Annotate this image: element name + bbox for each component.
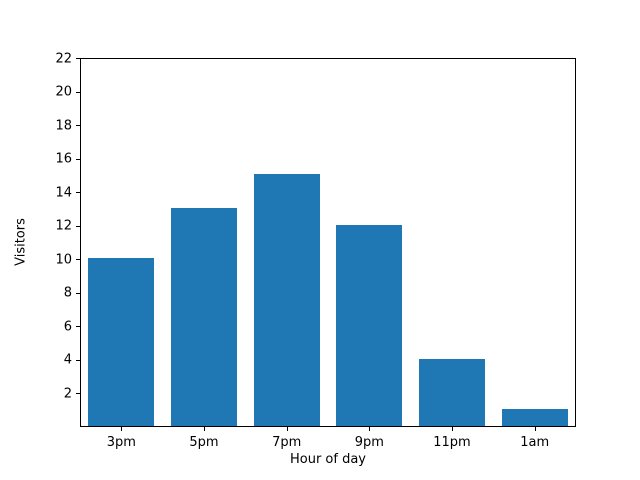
y-tick-mark [76,393,80,395]
bar-7pm [253,174,320,426]
x-tick-label: 5pm [189,435,219,450]
y-tick-mark [76,292,80,294]
bar-9pm [336,224,403,426]
y-tick-mark [76,326,80,328]
y-tick-mark [76,192,80,194]
bar-3pm [88,258,155,426]
y-tick-label: 10 [55,252,72,268]
y-tick-mark [76,58,80,59]
x-tick-label: 1am [520,435,550,450]
y-tick-mark [76,125,80,127]
plot-area [80,58,576,427]
y-tick-mark [76,158,80,160]
y-tick-mark [76,225,80,227]
bar-5pm [170,207,238,426]
y-tick-label: 4 [63,352,72,368]
y-tick-label: 16 [55,151,72,167]
y-tick-label: 12 [55,218,72,234]
x-tick-mark [534,427,536,431]
y-tick-mark [76,91,80,93]
x-tick-label: 7pm [272,435,302,450]
y-tick-label: 20 [55,84,72,100]
x-tick-label: 11pm [433,435,471,450]
y-tick-label: 14 [55,185,72,201]
x-tick-mark [369,427,371,431]
y-tick-mark [76,259,80,261]
x-axis-label: Hour of day [289,452,367,467]
bar-11pm [418,358,486,426]
y-tick-label: 8 [63,285,72,301]
y-tick-label: 22 [55,51,72,66]
x-tick-mark [286,427,288,431]
y-tick-label: 2 [63,386,72,402]
bar-1am [501,409,568,426]
x-tick-mark [204,427,205,431]
x-tick-mark [452,427,453,431]
y-tick-label: 6 [63,319,72,335]
y-tick-label: 18 [55,118,72,134]
x-tick-mark [121,427,123,431]
y-tick-mark [76,359,80,361]
x-tick-label: 9pm [354,435,384,450]
x-tick-label: 3pm [106,435,136,450]
